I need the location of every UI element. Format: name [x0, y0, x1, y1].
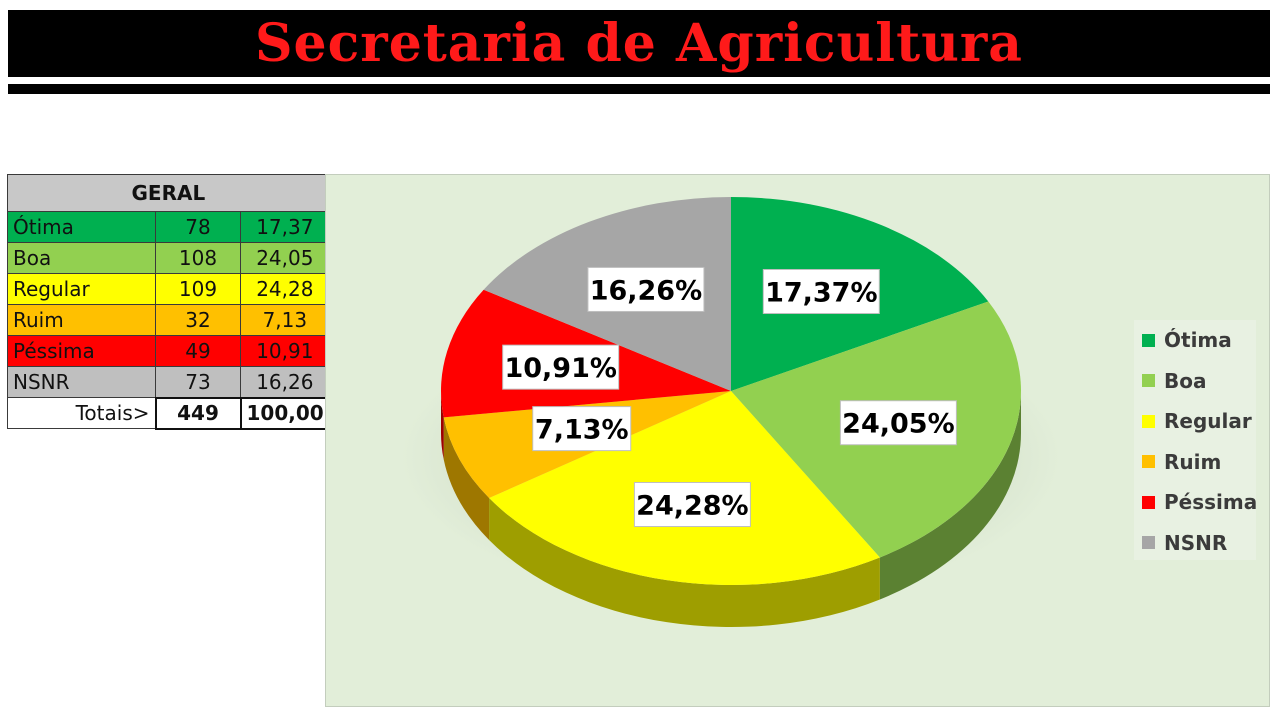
- header-divider: [8, 84, 1270, 94]
- row-label: Regular: [7, 273, 156, 305]
- row-count: 32: [155, 304, 241, 336]
- legend-label: Ótima: [1164, 328, 1232, 353]
- data-label-box: [762, 269, 880, 315]
- pie-slice-side: [441, 391, 444, 460]
- legend-swatch: [1142, 414, 1155, 428]
- row-pct: 7,13: [239, 304, 331, 336]
- data-label: 7,13%: [532, 406, 632, 452]
- row-pct: 16,26: [239, 366, 331, 398]
- data-label: 24,28%: [633, 482, 751, 528]
- legend-item: Ruim: [1134, 442, 1256, 483]
- table-row: NSNR 73 16,26: [7, 366, 331, 398]
- legend-swatch: [1142, 455, 1155, 469]
- pie-slice-side: [879, 391, 1021, 600]
- total-count: 449: [154, 396, 242, 430]
- chart-legend: Ótima Boa Regular Ruim Péssima NSNR: [1134, 320, 1258, 560]
- data-label-text: 24,05%: [842, 409, 954, 440]
- legend-swatch: [1142, 374, 1155, 388]
- data-label-box: [532, 406, 632, 452]
- table-row: Regular 109 24,28: [7, 273, 331, 305]
- legend-item: Péssima: [1134, 482, 1258, 523]
- table-title: GERAL: [6, 174, 331, 212]
- page-title: Secretaria de Agricultura: [255, 12, 1023, 74]
- legend-item: Ótima: [1134, 320, 1256, 361]
- table-body: Ótima 78 17,37 Boa 108 24,05 Regular 109 24,28 Ru…: [7, 211, 331, 398]
- chart-panel: 17,37% 24,05% 24,28% 7,13% 10,91% 16,26% Ótim…: [325, 174, 1270, 707]
- table-row: Ruim 32 7,13: [7, 304, 331, 336]
- legend-item: Regular: [1134, 401, 1256, 442]
- table-total-row: Totais> 449 100,00: [7, 396, 331, 430]
- pie-chart: 17,37% 24,05% 24,28% 7,13% 10,91% 16,26%: [401, 197, 1061, 627]
- data-label-box: [502, 344, 620, 390]
- legend-label: Péssima: [1164, 490, 1258, 515]
- legend-swatch: [1142, 333, 1155, 347]
- row-count: 109: [155, 273, 241, 305]
- row-label: Boa: [7, 242, 156, 274]
- row-label: NSNR: [7, 366, 156, 398]
- data-label-text: 24,28%: [636, 491, 748, 522]
- row-label: Ruim: [7, 304, 156, 336]
- data-label-box: [839, 400, 957, 446]
- data-label-text: 10,91%: [504, 353, 616, 384]
- header-banner: Secretaria de Agricultura: [8, 10, 1270, 77]
- row-count: 49: [155, 335, 241, 367]
- row-label: Ótima: [7, 211, 156, 243]
- table-row: Péssima 49 10,91: [7, 335, 331, 367]
- row-count: 78: [155, 211, 241, 243]
- row-pct: 24,05: [239, 242, 331, 274]
- data-label-text: 17,37%: [765, 278, 877, 309]
- row-pct: 17,37: [239, 211, 331, 243]
- summary-table: GERAL Ótima 78 17,37 Boa 108 24,05 Regular 109 2…: [6, 174, 331, 430]
- legend-swatch: [1142, 536, 1155, 550]
- data-label: 24,05%: [839, 400, 957, 446]
- total-pct: 100,00: [239, 396, 331, 430]
- row-count: 108: [155, 242, 241, 274]
- table-row: Ótima 78 17,37: [7, 211, 331, 243]
- table-row: Boa 108 24,05: [7, 242, 331, 274]
- legend-label: Boa: [1164, 368, 1207, 393]
- data-label: 16,26%: [587, 266, 705, 312]
- pie-slice-side: [489, 498, 880, 627]
- data-label-box: [633, 482, 751, 528]
- row-count: 73: [155, 366, 241, 398]
- legend-swatch: [1142, 495, 1155, 509]
- data-label-text: 16,26%: [590, 275, 702, 306]
- legend-label: Ruim: [1164, 449, 1222, 474]
- pie-slice-side: [443, 417, 490, 541]
- legend-item: Boa: [1134, 361, 1256, 402]
- data-label-box: [587, 266, 705, 312]
- total-label: Totais>: [7, 397, 156, 429]
- row-pct: 24,28: [239, 273, 331, 305]
- data-label: 17,37%: [762, 269, 880, 315]
- row-pct: 10,91: [239, 335, 331, 367]
- row-label: Péssima: [7, 335, 156, 367]
- legend-label: NSNR: [1164, 530, 1228, 555]
- data-label-text: 7,13%: [535, 415, 629, 446]
- data-label: 10,91%: [502, 344, 620, 390]
- legend-label: Regular: [1164, 409, 1252, 434]
- legend-item: NSNR: [1134, 523, 1256, 564]
